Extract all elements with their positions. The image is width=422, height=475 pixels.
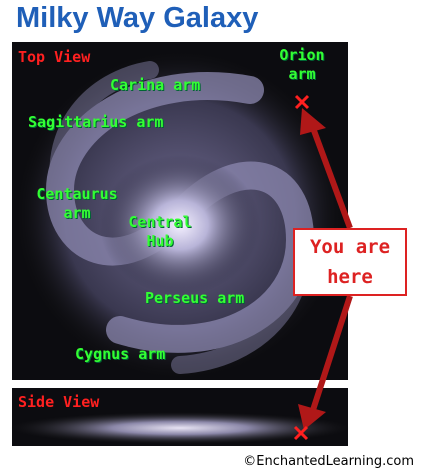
sagittarius-arm-label: Sagittarius arm — [28, 113, 163, 132]
credit: ©EnchantedLearning.com — [243, 454, 414, 469]
perseus-arm-label: Perseus arm — [145, 289, 244, 308]
cygnus-arm-label: Cygnus arm — [75, 345, 165, 364]
top-view-label: Top View — [18, 48, 90, 66]
side-view-label: Side View — [18, 393, 99, 411]
title: Milky Way Galaxy — [16, 2, 258, 35]
carina-arm-label: Carina arm — [110, 76, 200, 95]
centaurus-arm-label: Centaurus arm — [32, 185, 122, 223]
page: Milky Way Galaxy Top View Orion arm Cari… — [0, 0, 422, 475]
you-are-here-callout: You are here — [293, 228, 407, 296]
orion-arm-label: Orion arm — [268, 46, 336, 84]
central-hub-label: Central Hub — [120, 213, 200, 251]
